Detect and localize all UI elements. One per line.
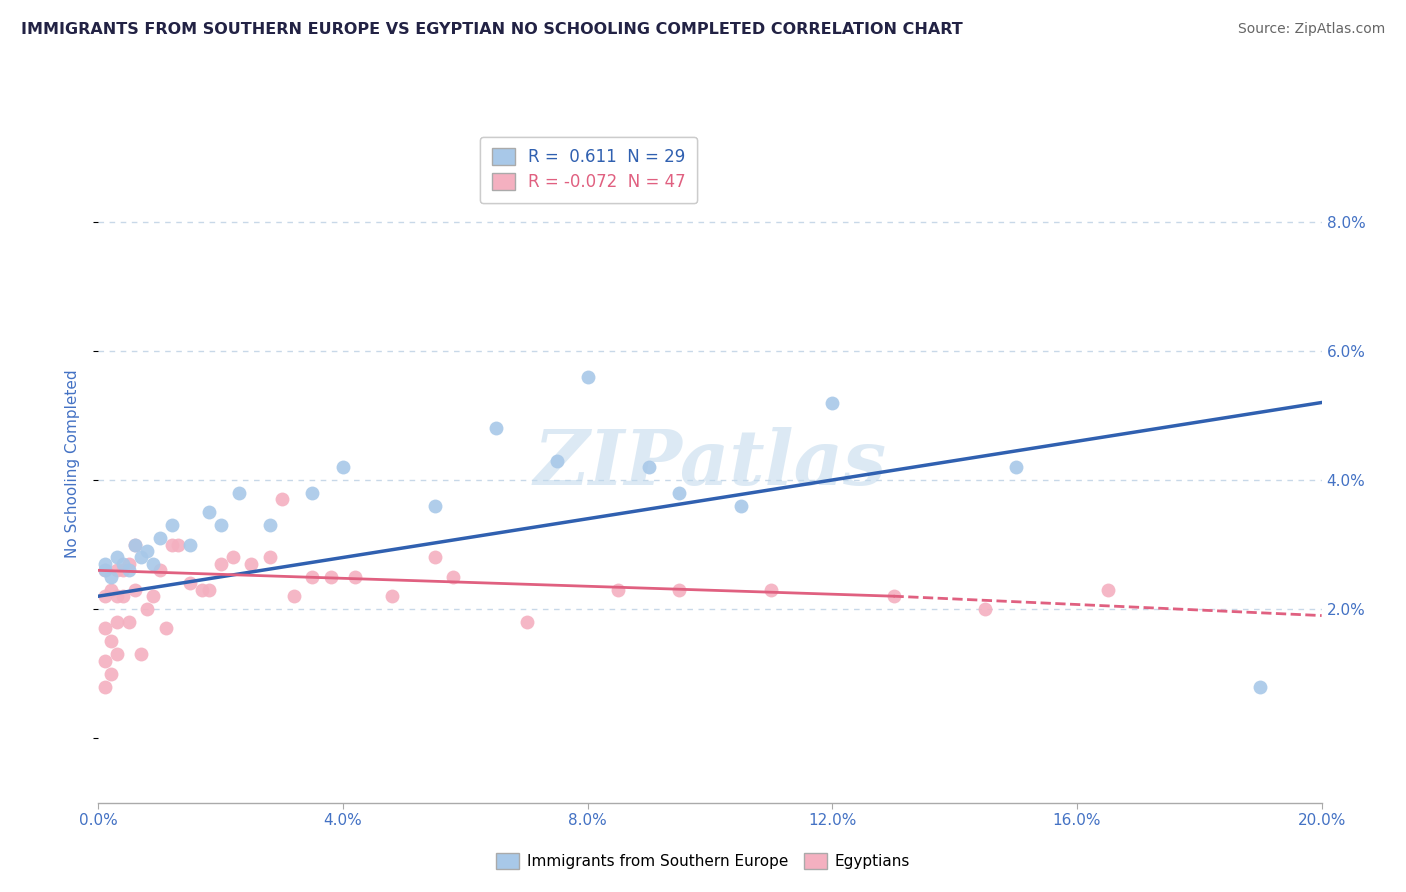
Point xyxy=(142,557,165,571)
Point xyxy=(381,589,404,603)
Y-axis label: No Schooling Completed: No Schooling Completed xyxy=(65,369,80,558)
Point xyxy=(637,460,661,475)
Point xyxy=(167,537,190,551)
Point xyxy=(209,518,232,533)
Point xyxy=(259,550,281,565)
Point xyxy=(209,557,232,571)
Point xyxy=(668,582,690,597)
Point xyxy=(332,460,354,475)
Point xyxy=(93,622,115,636)
Point xyxy=(179,576,201,591)
Point xyxy=(93,563,115,577)
Point xyxy=(1097,582,1119,597)
Point xyxy=(759,582,782,597)
Point xyxy=(974,602,997,616)
Point xyxy=(118,615,141,629)
Point xyxy=(149,563,172,577)
Point xyxy=(423,550,446,565)
Point xyxy=(319,570,342,584)
Point xyxy=(197,505,219,519)
Point xyxy=(301,570,323,584)
Legend: R =  0.611  N = 29, R = -0.072  N = 47: R = 0.611 N = 29, R = -0.072 N = 47 xyxy=(479,136,697,203)
Point xyxy=(283,589,305,603)
Point xyxy=(576,369,599,384)
Point xyxy=(105,563,128,577)
Text: ZIPatlas: ZIPatlas xyxy=(533,427,887,500)
Point xyxy=(730,499,752,513)
Point xyxy=(100,634,122,648)
Point xyxy=(93,654,115,668)
Text: IMMIGRANTS FROM SOUTHERN EUROPE VS EGYPTIAN NO SCHOOLING COMPLETED CORRELATION C: IMMIGRANTS FROM SOUTHERN EUROPE VS EGYPT… xyxy=(21,22,963,37)
Point xyxy=(668,486,690,500)
Point xyxy=(124,537,146,551)
Point xyxy=(124,582,146,597)
Point xyxy=(179,537,201,551)
Point xyxy=(344,570,367,584)
Point xyxy=(883,589,905,603)
Point xyxy=(441,570,464,584)
Point xyxy=(160,537,183,551)
Point xyxy=(118,563,141,577)
Point xyxy=(100,666,122,681)
Point xyxy=(111,563,134,577)
Point xyxy=(423,499,446,513)
Point xyxy=(821,395,844,409)
Point xyxy=(124,537,146,551)
Point xyxy=(197,582,219,597)
Point xyxy=(105,615,128,629)
Point xyxy=(100,570,122,584)
Point xyxy=(191,582,214,597)
Point xyxy=(105,550,128,565)
Point xyxy=(118,557,141,571)
Point xyxy=(142,589,165,603)
Point xyxy=(111,589,134,603)
Point xyxy=(160,518,183,533)
Point xyxy=(155,622,177,636)
Point xyxy=(105,648,128,662)
Point xyxy=(93,557,115,571)
Point xyxy=(516,615,538,629)
Text: Source: ZipAtlas.com: Source: ZipAtlas.com xyxy=(1237,22,1385,37)
Point xyxy=(301,486,323,500)
Point xyxy=(111,557,134,571)
Point xyxy=(240,557,263,571)
Point xyxy=(270,492,292,507)
Point xyxy=(93,563,115,577)
Point xyxy=(136,544,159,558)
Point xyxy=(228,486,250,500)
Point xyxy=(259,518,281,533)
Point xyxy=(1004,460,1026,475)
Legend: Immigrants from Southern Europe, Egyptians: Immigrants from Southern Europe, Egyptia… xyxy=(491,847,915,875)
Point xyxy=(93,589,115,603)
Point xyxy=(100,582,122,597)
Point xyxy=(607,582,630,597)
Point xyxy=(485,421,508,435)
Point xyxy=(149,531,172,545)
Point xyxy=(105,589,128,603)
Point xyxy=(129,648,152,662)
Point xyxy=(546,453,568,467)
Point xyxy=(1249,680,1271,694)
Point xyxy=(222,550,245,565)
Point xyxy=(93,680,115,694)
Point xyxy=(136,602,159,616)
Point xyxy=(129,550,152,565)
